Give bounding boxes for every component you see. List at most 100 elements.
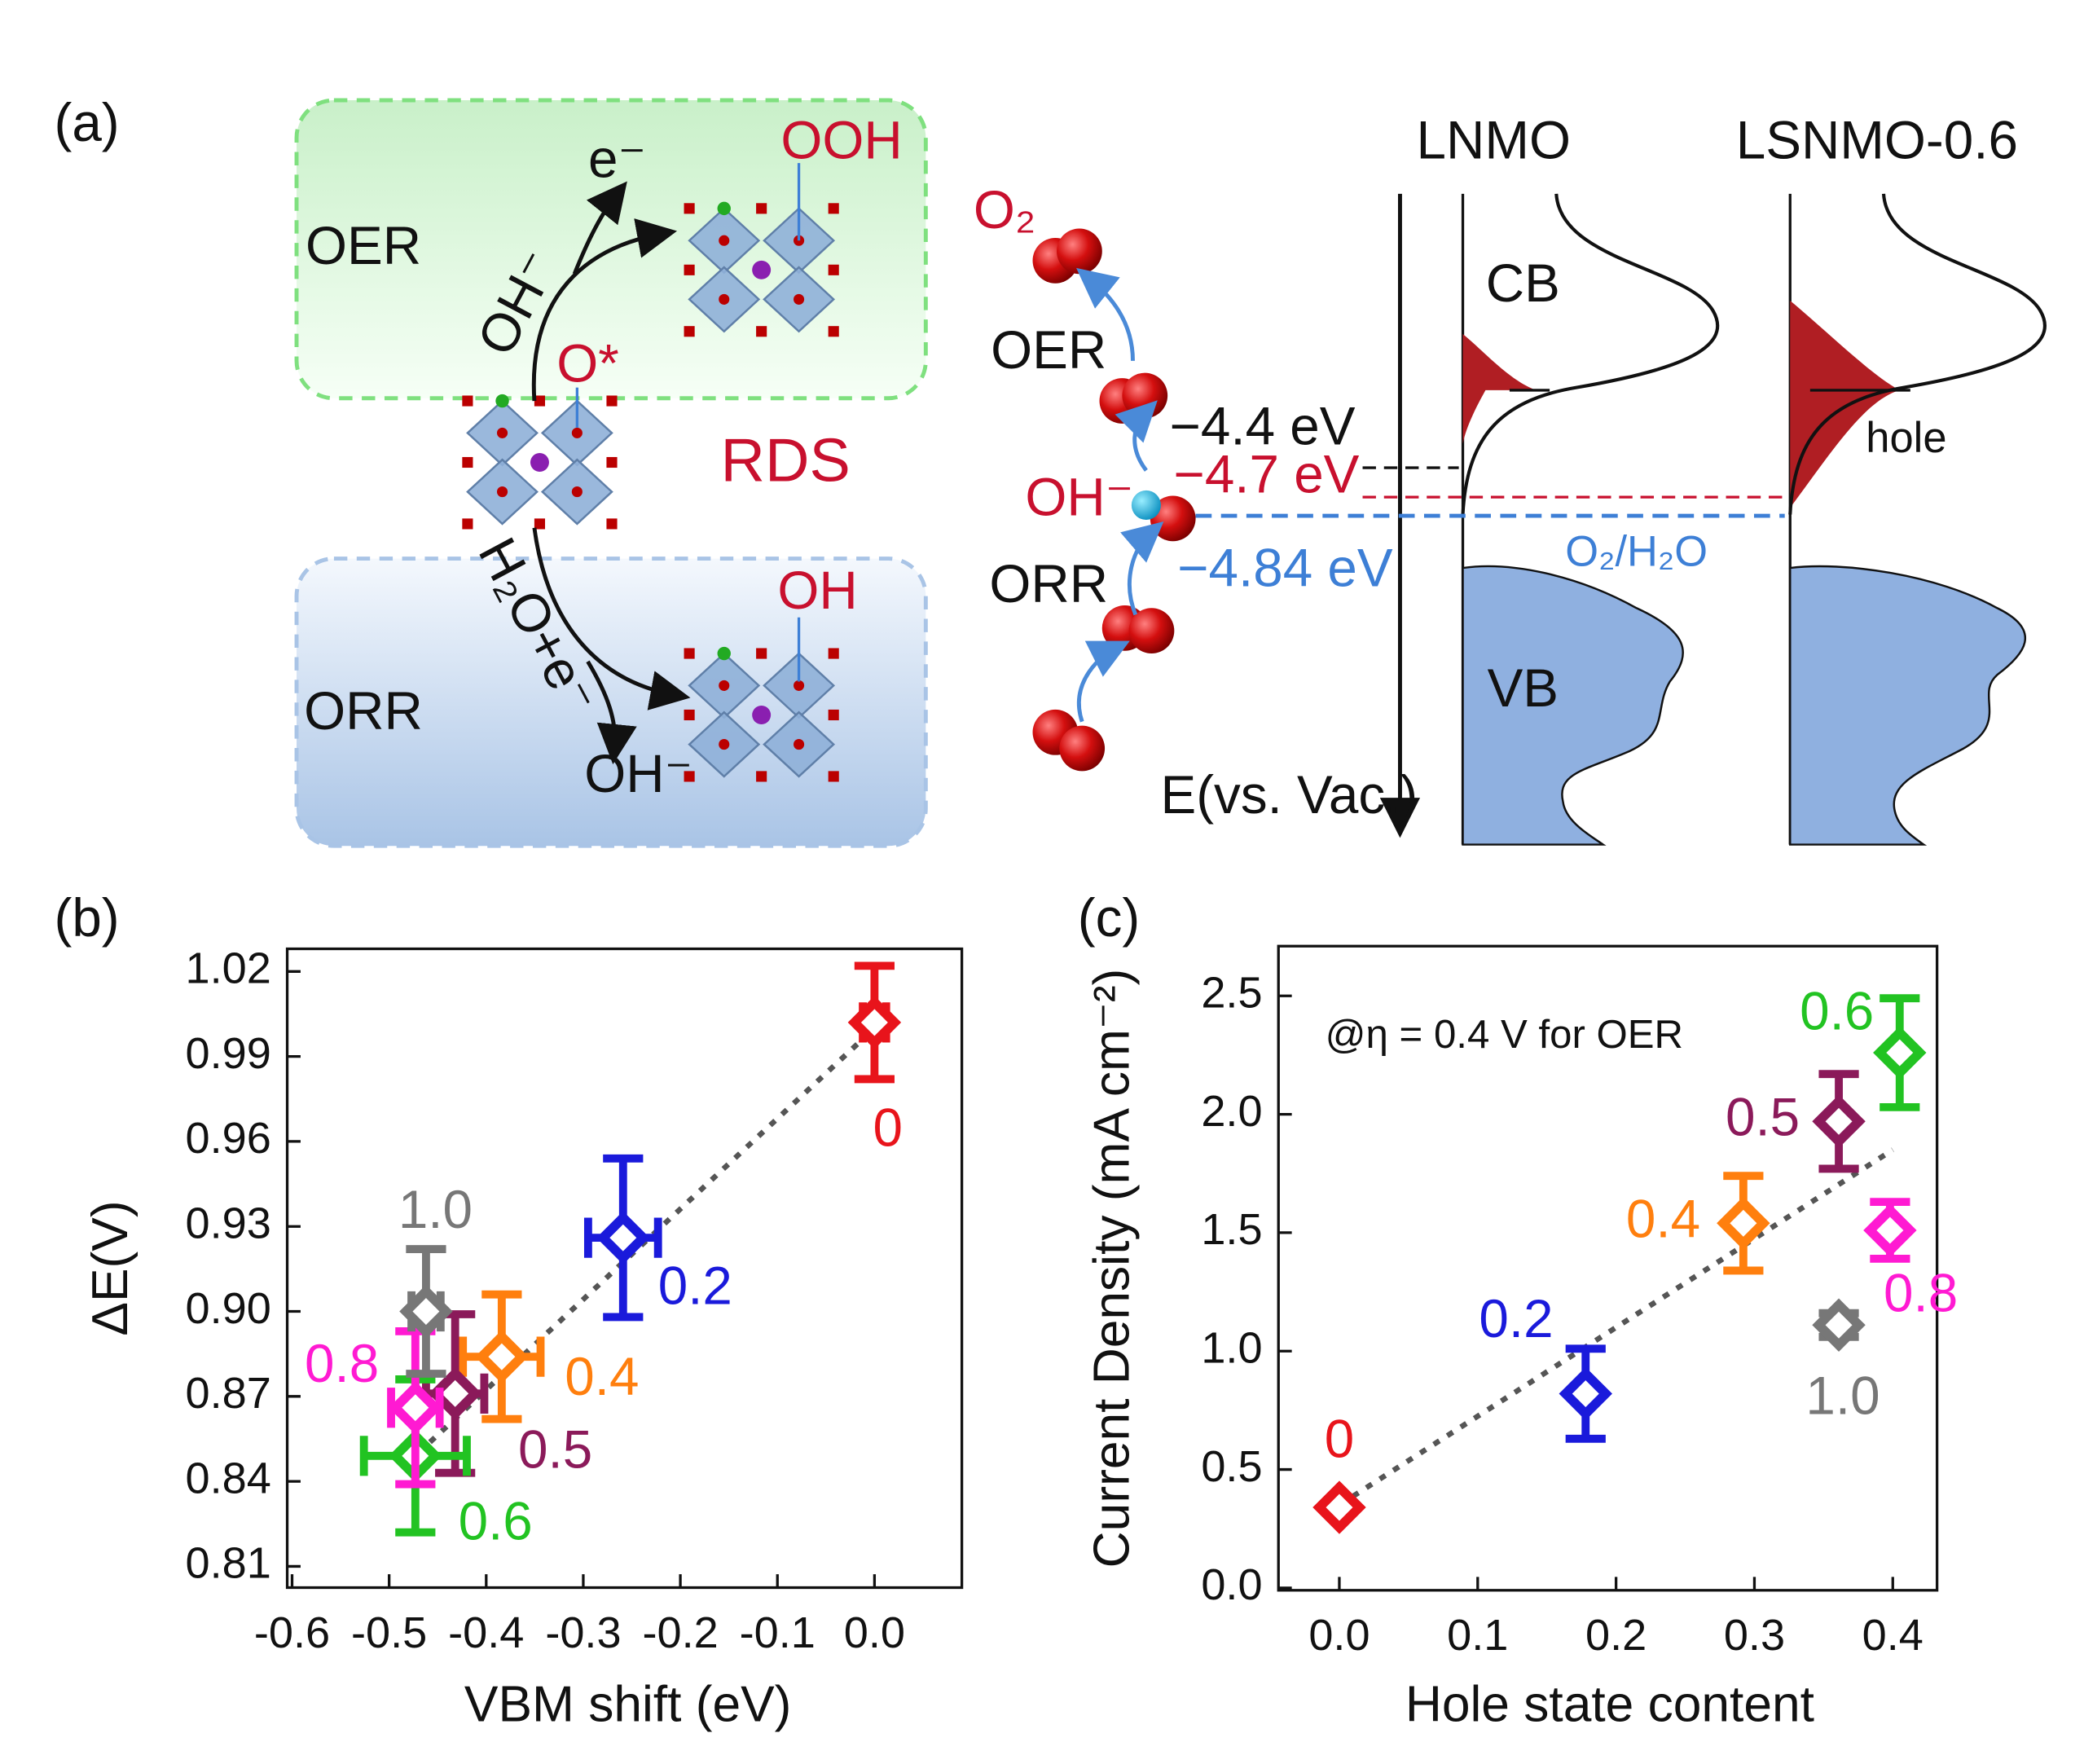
vb-dos [1462, 565, 1684, 846]
atom [534, 395, 546, 407]
series-label: 0.5 [1726, 1088, 1800, 1147]
label: −4.84 eV [1177, 538, 1393, 597]
x-tick-label: 0.2 [1585, 1611, 1647, 1660]
x-tick-label: 0.4 [1862, 1611, 1924, 1660]
series-label: 0.8 [1884, 1263, 1958, 1322]
atom [719, 739, 730, 750]
marker [1559, 1366, 1612, 1421]
atom [752, 260, 772, 279]
label: LNMO [1417, 110, 1571, 169]
label: O₂ [974, 180, 1035, 240]
x-tick-label: 0.0 [1308, 1611, 1370, 1660]
series-label: 1.0 [398, 1180, 473, 1239]
y-tick-label: 0.93 [186, 1199, 271, 1248]
marker [428, 1366, 482, 1421]
label: O₂/H₂O [1565, 529, 1708, 576]
y-tick-label: 0.87 [186, 1369, 271, 1418]
oxygen-atom [1128, 608, 1175, 654]
y-tick-label: 0.81 [186, 1539, 271, 1588]
atom [684, 771, 695, 782]
x-tick-label: 0.1 [1447, 1611, 1508, 1660]
plot-frame [1277, 944, 1939, 1592]
atom [756, 203, 767, 214]
label: O* [556, 333, 619, 393]
atom [684, 326, 695, 337]
marker [847, 996, 902, 1049]
x-tick-label: -0.3 [545, 1608, 621, 1657]
cb-dos [1461, 193, 1720, 515]
y-tick-label: 1.5 [1201, 1205, 1262, 1254]
atom [684, 203, 695, 214]
atom [534, 518, 546, 530]
marker [1812, 1094, 1866, 1149]
cb-dos [1788, 193, 2047, 515]
y-tick-label: 0.96 [186, 1114, 271, 1163]
atom [530, 453, 549, 472]
atom [719, 680, 730, 691]
atom [684, 709, 695, 721]
marker [475, 1330, 529, 1383]
structures [462, 201, 839, 782]
orr-box [294, 556, 928, 848]
annotation: @η = 0.4 V for OER [1326, 1012, 1683, 1057]
atom [794, 293, 805, 305]
atom [756, 771, 767, 782]
oxygen-atom [1057, 228, 1102, 275]
arrow [586, 660, 637, 765]
label: −4.4 eV [1170, 396, 1356, 455]
y-tick-label: 0.84 [186, 1454, 271, 1502]
label: LSNMO-0.6 [1736, 110, 2018, 169]
hydrogen-atom [1131, 490, 1161, 521]
marker [399, 1284, 453, 1339]
atom [495, 394, 509, 408]
y-tick-label: 2.5 [1201, 969, 1262, 1018]
vb-dos [1789, 565, 2027, 846]
label: CB [1486, 253, 1560, 313]
atom [794, 739, 805, 750]
plot-frame [285, 947, 964, 1590]
label: −4.7 eV [1174, 444, 1360, 504]
y-tick-label: 1.02 [186, 944, 271, 993]
atom [462, 518, 473, 530]
atom [794, 680, 805, 691]
marker [596, 1211, 650, 1265]
marker [1873, 1026, 1927, 1080]
arrow [1076, 640, 1130, 723]
series-label: 0.2 [1479, 1289, 1553, 1348]
label: ORR [989, 554, 1108, 614]
arrow [531, 218, 678, 402]
marker [1863, 1203, 1917, 1257]
oxygen-atom [1059, 725, 1106, 772]
hole-dos [1462, 334, 1537, 444]
y-tick-label: 1.0 [1201, 1324, 1262, 1373]
label: VB [1488, 658, 1559, 718]
atom [719, 235, 730, 246]
series-label: 0.8 [305, 1334, 379, 1393]
series-label: 0 [1325, 1410, 1354, 1469]
series-label: 0.6 [1800, 981, 1874, 1040]
label: OH⁻ [1025, 467, 1133, 526]
x-axis-title: Hole state content [1405, 1677, 1814, 1733]
series-label: 1.0 [1805, 1366, 1880, 1425]
fit-line [416, 1026, 877, 1455]
atom [684, 264, 695, 275]
atom [828, 264, 839, 275]
marker [1717, 1196, 1770, 1251]
label: OER [991, 320, 1106, 380]
arrow [532, 527, 691, 710]
atom [717, 646, 731, 661]
marker [389, 1381, 442, 1435]
atom [756, 648, 767, 659]
label: RDS [721, 426, 851, 495]
fit-line [1338, 1147, 1895, 1507]
atom [462, 456, 473, 468]
label: E(vs. Vac.) [1160, 765, 1418, 825]
arrow [1120, 521, 1164, 616]
label: hole [1866, 415, 1946, 462]
series-label: 0.6 [459, 1491, 533, 1551]
x-tick-label: -0.6 [254, 1608, 330, 1657]
series-label: 0 [873, 1098, 903, 1158]
panel-label: (a) [55, 93, 120, 152]
